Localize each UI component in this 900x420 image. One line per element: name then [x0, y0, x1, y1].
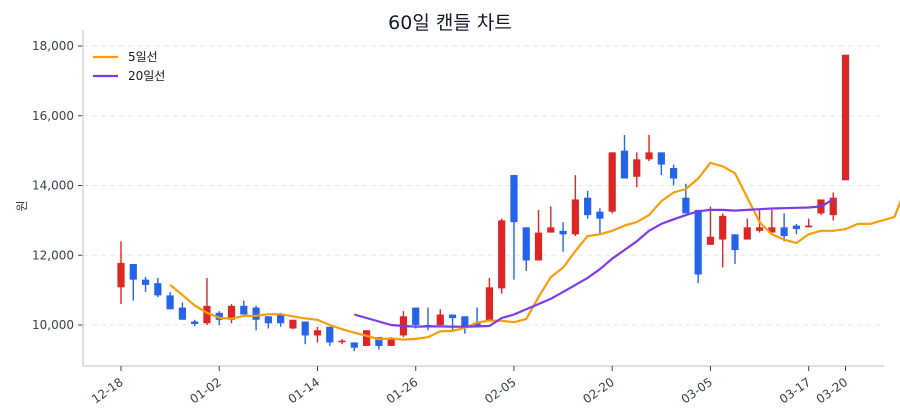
- legend-item: 5일선: [93, 50, 158, 64]
- candle-up: [719, 213, 727, 268]
- candle-up: [436, 309, 444, 327]
- candle-up: [829, 192, 837, 221]
- x-tick-label: 01-26: [384, 375, 421, 406]
- x-tick-label: 02-20: [580, 375, 617, 406]
- x-tick-label: 03-20: [814, 375, 851, 406]
- x-tick-label: 01-02: [187, 375, 224, 406]
- candle-up: [399, 311, 408, 338]
- candle-up: [289, 319, 297, 330]
- candle-up: [338, 338, 346, 345]
- x-tick-label: 03-05: [679, 375, 716, 406]
- candle-down: [448, 314, 457, 331]
- candle-down: [141, 276, 150, 292]
- candle-up: [841, 54, 850, 181]
- candle-up: [608, 152, 616, 214]
- candle-up: [203, 277, 211, 325]
- ma20-line: [353, 198, 834, 328]
- x-tick-label: 01-14: [286, 375, 323, 406]
- legend-item: 20일선: [93, 69, 165, 83]
- y-tick-label: 18,000: [32, 39, 74, 53]
- candle-down: [510, 175, 518, 280]
- candle-up: [117, 241, 125, 305]
- candle-up: [485, 277, 493, 322]
- candle-up: [498, 218, 506, 294]
- ma5-line: [169, 161, 900, 341]
- candle-down: [559, 222, 567, 252]
- candle-down: [166, 291, 174, 310]
- candle-down: [240, 300, 248, 315]
- candle-up: [363, 330, 371, 346]
- candle-down: [252, 305, 260, 331]
- legend-label: 20일선: [128, 69, 165, 83]
- candle-down: [792, 223, 800, 235]
- candle-down: [154, 277, 162, 298]
- candle-down: [522, 227, 530, 271]
- candle-down: [326, 326, 334, 346]
- candle-down: [780, 213, 788, 242]
- axes: 10,000 12,000 14,000 16,000 18,000 12-18 01-02…: [32, 30, 884, 406]
- y-tick-label: 14,000: [32, 179, 74, 193]
- candle-up: [805, 218, 813, 228]
- grid-lines: [83, 45, 884, 326]
- x-tick-label: 12-18: [89, 375, 126, 406]
- candle-down: [350, 342, 358, 352]
- candle-up: [743, 218, 751, 240]
- candle-up: [571, 175, 579, 237]
- legend-label: 5일선: [128, 50, 158, 64]
- moving-average-lines: [169, 161, 900, 341]
- candle-up: [313, 326, 322, 343]
- candle-down: [670, 164, 678, 186]
- y-tick-label: 10,000: [32, 318, 74, 332]
- candles: [117, 54, 850, 352]
- candle-down: [657, 152, 665, 176]
- x-tick-label: 02-05: [482, 375, 519, 406]
- candle-up: [547, 206, 555, 233]
- candle-down: [264, 316, 272, 329]
- chart-title: 60일 캔들 차트: [388, 12, 512, 34]
- y-tick-label: 12,000: [32, 248, 74, 262]
- y-axis-label: 원: [15, 200, 29, 211]
- legend: 5일선 20일선: [93, 50, 165, 83]
- candle-up: [645, 134, 653, 162]
- x-tick-label: 03-17: [777, 375, 814, 406]
- candle-down: [191, 319, 199, 327]
- candle-down: [129, 263, 137, 301]
- y-tick-label: 16,000: [32, 109, 74, 123]
- candle-down: [461, 316, 469, 334]
- candle-down: [178, 302, 186, 320]
- candle-up: [768, 209, 776, 233]
- candle-up: [706, 206, 715, 245]
- candle-down: [412, 307, 420, 329]
- candle-down: [301, 321, 309, 345]
- candle-down: [584, 190, 592, 219]
- candle-down: [596, 208, 604, 235]
- candle-up: [633, 152, 641, 188]
- candle-up: [534, 209, 543, 261]
- candle-down: [731, 234, 739, 264]
- candle-down: [620, 134, 629, 179]
- candle-down: [694, 209, 702, 284]
- candle-up: [227, 304, 236, 324]
